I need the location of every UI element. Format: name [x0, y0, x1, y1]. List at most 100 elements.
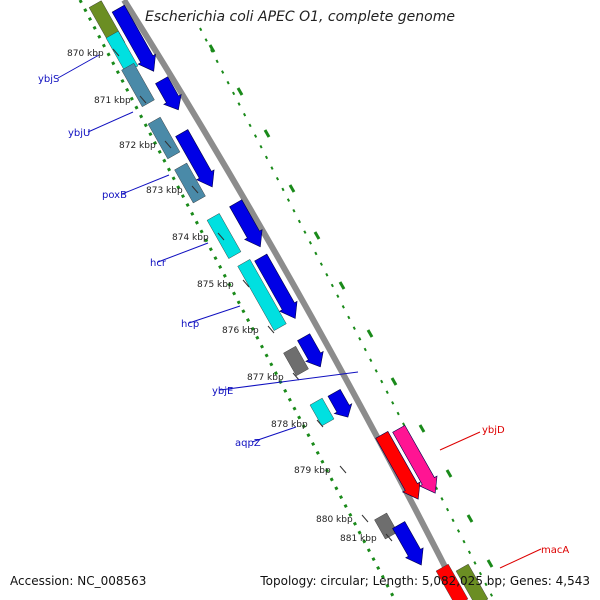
gc-content-dot: [308, 240, 312, 245]
gene-label-ybjS[interactable]: ybjS: [38, 74, 59, 85]
feature-steel[interactable]: [147, 116, 181, 160]
gc-content-dot: [456, 529, 461, 533]
gene-labels: ybjS ybjU poxB hcr hcp ybjE aqpZ ybjD macA: [38, 54, 569, 569]
feature-macA-olive[interactable]: [455, 563, 489, 600]
gene-label-ybjU[interactable]: ybjU: [68, 128, 90, 139]
feature-arrow[interactable]: [110, 4, 163, 77]
gene-label-hcp[interactable]: hcp: [181, 319, 199, 330]
tick-label: 877 kbp: [247, 373, 284, 383]
feature-track: [88, 0, 489, 600]
feature-arrow[interactable]: [153, 75, 187, 114]
gc-content-dot: [303, 230, 307, 234]
gc-content-dot: [374, 369, 378, 373]
gc-skew-dot: [390, 592, 395, 597]
gc-content-dot: [248, 123, 252, 128]
gc-skew-dot: [134, 105, 139, 110]
gc-skew-dot: [250, 326, 255, 331]
gc-skew-dot: [162, 158, 167, 163]
leader-line: [157, 242, 209, 263]
gc-skew-dot: [176, 185, 181, 190]
tick-mark: [339, 465, 347, 474]
feature-ybjE[interactable]: [283, 345, 309, 377]
gene-label-poxB[interactable]: poxB: [102, 190, 127, 201]
feature-ybjD-red[interactable]: [373, 430, 427, 504]
tick-mark: [242, 279, 250, 288]
gc-content-dot: [314, 251, 318, 256]
tick-label: 874 kbp: [172, 233, 209, 243]
feature-aqpZ[interactable]: [309, 397, 335, 427]
feature-arrow[interactable]: [227, 198, 269, 251]
gene-label-aqpZ[interactable]: aqpZ: [235, 438, 261, 449]
gc-content-dot: [292, 208, 296, 213]
gc-content-dot: [341, 305, 345, 309]
gc-skew-dot: [273, 371, 278, 376]
gc-content-dot: [391, 401, 395, 405]
gc-content-dot: [451, 518, 455, 523]
feature-arrow[interactable]: [390, 520, 430, 570]
gc-skew-dot: [106, 52, 111, 57]
topology-label: Topology: circular; Length: 5,082,025 bp…: [260, 574, 590, 588]
leader-line: [499, 548, 542, 569]
tick-mark: [191, 185, 199, 194]
gc-skew-dot: [125, 87, 130, 92]
gc-skew-dot: [232, 291, 237, 296]
gc-content-dot: [484, 582, 488, 587]
gene-label-hcr[interactable]: hcr: [150, 258, 167, 269]
gc-skew-dot: [255, 335, 260, 340]
gc-content-dot: [478, 571, 483, 576]
gc-skew-dot: [185, 202, 190, 207]
gc-content-dot: [242, 112, 247, 117]
feature-steel[interactable]: [121, 63, 155, 107]
gc-content-dot: [232, 91, 236, 96]
gc-skew-dot: [148, 132, 153, 137]
gc-skew-dot: [334, 486, 339, 491]
feature-arrow[interactable]: [173, 128, 221, 192]
gc-skew-dot: [101, 43, 106, 48]
gene-label-ybjE[interactable]: ybjE: [212, 386, 233, 397]
gc-content-dash: [263, 129, 271, 138]
feature-arrow[interactable]: [295, 332, 329, 371]
gc-skew-dot: [236, 300, 241, 305]
gc-content-dot: [226, 80, 230, 85]
gc-skew-dot: [218, 264, 223, 269]
tick-label: 879 kbp: [294, 466, 331, 476]
gc-content-dot: [319, 262, 323, 266]
gc-skew-dot: [153, 140, 158, 146]
tick-mark: [361, 514, 369, 523]
gc-content-dot: [440, 497, 444, 501]
gc-skew-dot: [283, 388, 288, 393]
gc-content-dash: [208, 44, 216, 53]
leader-line: [251, 426, 297, 443]
gc-skew-dot: [143, 123, 148, 128]
gc-content-dash: [338, 281, 346, 290]
gc-skew-dot: [362, 539, 367, 544]
tick-label: 881 kbp: [340, 534, 377, 544]
gene-label-ybjD[interactable]: ybjD: [482, 425, 505, 436]
gc-content-dot: [402, 422, 406, 427]
gc-content-dash: [366, 329, 374, 338]
gc-skew-dot: [227, 282, 232, 287]
feature-hcr[interactable]: [206, 213, 242, 259]
gc-content-dash: [236, 87, 244, 96]
feature-macA[interactable]: [435, 563, 469, 600]
gc-content-dot: [215, 59, 219, 64]
tick-label: 873 kbp: [146, 186, 183, 196]
gc-content-dot: [237, 102, 241, 106]
feature-arrow[interactable]: [252, 253, 304, 324]
gc-content-dot: [369, 358, 373, 362]
gc-skew-dot: [329, 477, 334, 482]
tick-mark: [316, 419, 324, 428]
gc-content-dot: [286, 198, 291, 202]
feature-hcp[interactable]: [237, 259, 287, 331]
leader-line: [87, 111, 134, 133]
gc-skew-dot: [83, 8, 88, 13]
gc-content-dot: [380, 379, 384, 384]
gc-content-dot: [259, 144, 263, 149]
feature-ybjD-pink[interactable]: [390, 424, 444, 498]
gene-label-macA[interactable]: macA: [541, 545, 569, 556]
gc-content-dot: [363, 347, 367, 352]
feature-gray[interactable]: [374, 512, 398, 540]
gc-content-dot: [473, 561, 477, 565]
feature-arrow[interactable]: [325, 388, 356, 422]
